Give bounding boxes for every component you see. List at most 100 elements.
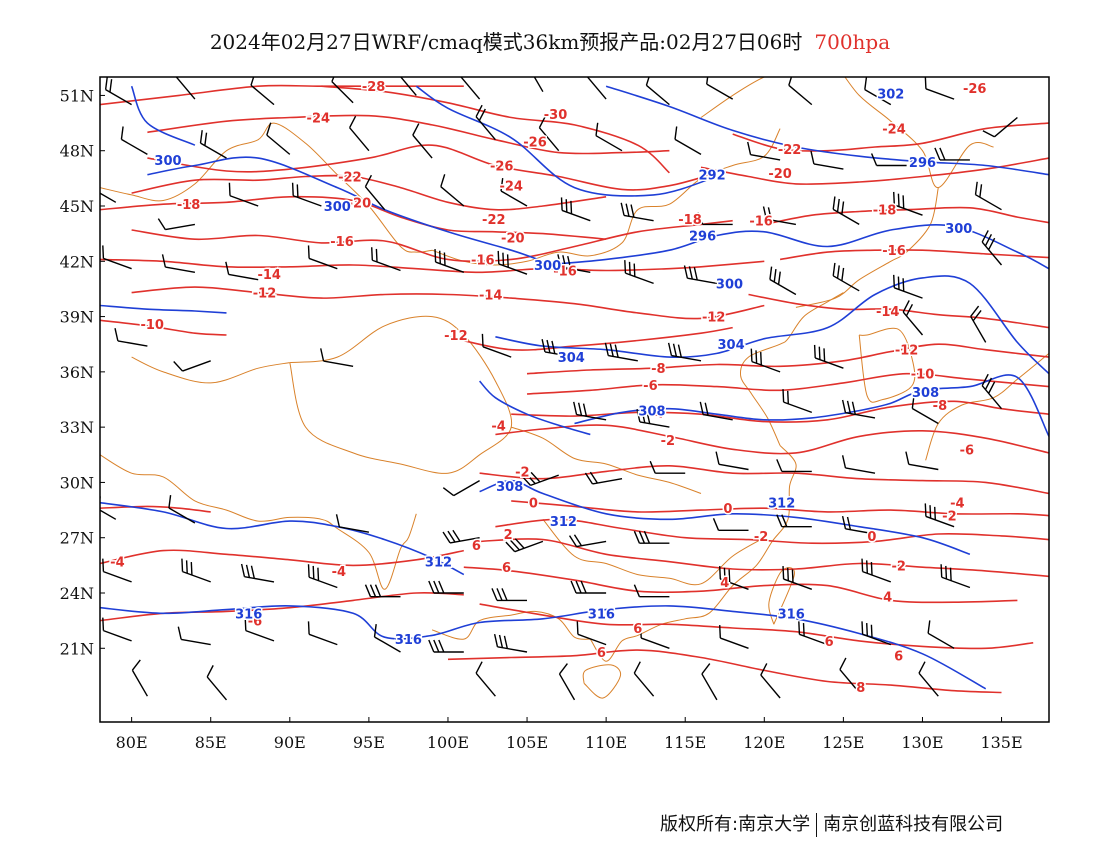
wind-barb [701, 663, 718, 701]
lon-tick-label: 85E [195, 733, 227, 752]
wind-barb [712, 518, 749, 531]
wind-barb [719, 625, 749, 649]
wind-barb [667, 342, 702, 362]
wind-barb [584, 471, 623, 485]
height-isoline [100, 605, 987, 690]
wind-barb [114, 328, 148, 347]
temperature-label: -20 [348, 196, 372, 211]
wind-barb [475, 104, 496, 141]
wind-barb [442, 529, 480, 544]
wind-barb [371, 247, 401, 272]
wind-barb [699, 401, 733, 421]
border-line [131, 356, 290, 384]
wind-barb [570, 580, 607, 594]
temperature-label: -10 [911, 368, 935, 383]
wind-barb [440, 174, 465, 207]
lat-tick-label: 45N [60, 197, 94, 216]
wind-barb [557, 254, 591, 273]
temperature-isoline [100, 319, 227, 336]
wind-barb [307, 621, 338, 646]
height-label: 300 [945, 222, 972, 237]
temperature-label: -4 [491, 419, 505, 434]
wind-barb [364, 584, 401, 598]
height-label: 296 [689, 230, 716, 245]
wind-barb [839, 657, 860, 693]
wind-barb [481, 333, 512, 358]
lon-tick-label: 90E [274, 733, 306, 752]
wind-barb [674, 126, 702, 156]
wind-barb [320, 348, 354, 367]
wind-barb [475, 661, 496, 697]
lon-tick-label: 120E [743, 733, 785, 752]
temperature-isoline [479, 538, 1049, 578]
temperature-label: 0 [867, 530, 876, 545]
temperature-isoline [447, 649, 1002, 694]
wind-barb [832, 262, 860, 292]
height-label: 296 [909, 156, 936, 171]
height-label: 308 [638, 405, 665, 420]
wind-barb [225, 261, 259, 281]
temperature-isoline [147, 144, 718, 191]
temperature-label: 6 [825, 635, 834, 650]
border-line [739, 292, 844, 446]
temperature-label: -10 [140, 318, 164, 333]
wind-barb [100, 496, 117, 520]
wind-barb [175, 77, 196, 100]
wind-barb [911, 395, 939, 425]
border-line [858, 327, 916, 403]
height-isoline [479, 479, 971, 556]
wind-barb [161, 254, 196, 273]
lat-tick-label: 27N [60, 529, 94, 548]
wind-barb [595, 122, 623, 152]
border-line [768, 567, 795, 625]
wind-barb [527, 77, 544, 93]
border-line [289, 315, 513, 474]
height-isoline [130, 85, 196, 146]
temperature-label: -16 [553, 265, 577, 280]
temperature-isoline [495, 518, 1049, 545]
height-label: 316 [588, 607, 615, 622]
temperature-label: -28 [362, 80, 386, 95]
height-isoline [542, 224, 1049, 270]
temperature-label: -14 [257, 268, 281, 283]
border-line [431, 128, 781, 266]
copyright-left: 版权所有:南京大学 [660, 814, 811, 835]
wind-barb [924, 503, 955, 528]
temperature-isoline [100, 195, 607, 240]
wind-barb [199, 130, 227, 159]
temperature-isoline [100, 258, 765, 274]
wind-barb [428, 580, 464, 594]
wind-barb [782, 566, 813, 590]
temperature-label: 6 [472, 539, 481, 554]
wind-barb [335, 514, 370, 533]
border-line [542, 518, 765, 586]
temperature-isoline [100, 592, 464, 622]
wind-barb [762, 206, 797, 226]
title-level: 700hpa [814, 30, 891, 54]
temperature-isoline [732, 122, 1049, 152]
temperature-isoline [100, 549, 464, 567]
wind-barb [982, 116, 1018, 138]
temperature-isoline [131, 174, 607, 211]
height-isoline [479, 380, 591, 436]
border-line [700, 77, 994, 189]
wind-barb [893, 191, 923, 216]
lat-tick-label: 30N [60, 473, 94, 492]
wind-barb [636, 409, 670, 428]
temperature-label: -12 [702, 311, 726, 326]
temperature-label: -2 [515, 465, 529, 480]
border-line [100, 122, 433, 253]
wind-barb [131, 659, 149, 697]
wind-barb [624, 260, 654, 285]
temperature-label: -6 [960, 443, 974, 458]
wind-barb [173, 360, 211, 372]
height-label: 300 [716, 277, 743, 292]
wind-barb [434, 249, 465, 273]
wind-barb [586, 77, 607, 100]
temperature-isoline-layer [100, 84, 1049, 694]
wind-barb [560, 197, 591, 222]
wind-barb [776, 459, 812, 473]
height-label: 308 [496, 480, 523, 495]
wind-barb [782, 389, 813, 414]
temperature-label: 2 [504, 528, 513, 543]
